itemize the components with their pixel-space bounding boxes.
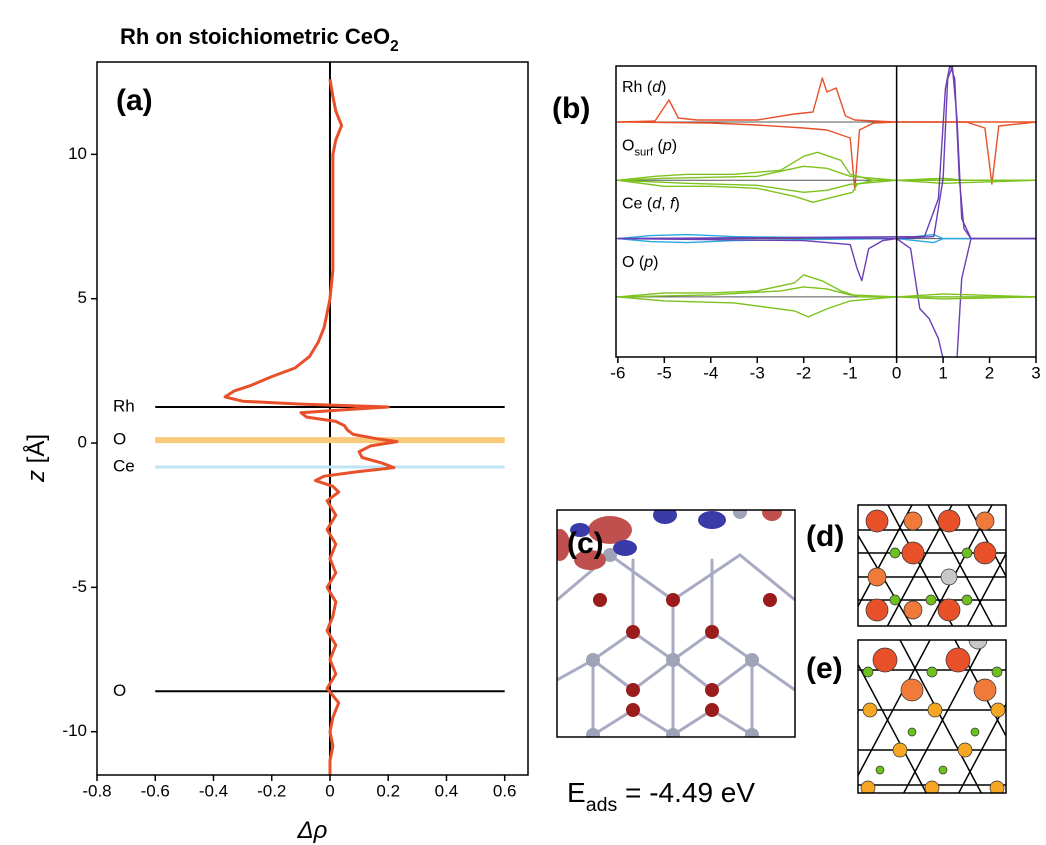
structure-e <box>845 631 1040 800</box>
panel-label: (b) <box>552 92 590 125</box>
row-label-part: p <box>662 138 672 155</box>
x-axis-label: Δρ <box>297 817 328 844</box>
row-label-part: Ce ( <box>622 196 653 213</box>
x-tick-label: -0.4 <box>199 781 228 800</box>
panel-label: (c) <box>567 527 604 560</box>
page: (c) (d) (e) Rh on stoichiometric CeO2(a)… <box>0 0 1046 845</box>
dos-curve <box>618 166 1036 180</box>
chart-title-part: Rh on stoichiometric CeO <box>120 24 390 49</box>
chart-title: Rh on stoichiometric CeO2 <box>120 24 399 55</box>
panel-label: (e) <box>806 652 843 685</box>
x-tick-label: -1 <box>843 363 858 382</box>
adsorption-energy-part: = -4.49 eV <box>617 777 755 808</box>
adsorption-energy: Eads = -4.49 eV <box>567 777 755 816</box>
row-label: Ce (d, f) <box>622 196 680 213</box>
row-label-part: , <box>661 196 670 213</box>
layer-label: O <box>113 430 126 449</box>
dos-area <box>616 65 1036 379</box>
x-axis-label-part: Δρ <box>297 817 328 844</box>
y-tick-label: -5 <box>72 577 87 596</box>
x-tick-label: -0.6 <box>141 781 170 800</box>
chart-title-part: 2 <box>390 38 399 55</box>
row-label-part: Rh ( <box>622 79 653 96</box>
row-label-part: O <box>622 138 634 155</box>
x-tick-label: 1 <box>938 363 947 382</box>
x-tick-label: 0 <box>892 363 901 382</box>
row-label-part: ) <box>674 196 679 213</box>
x-tick-label: 0.2 <box>376 781 400 800</box>
y-axis-label-part: [Å] <box>22 434 50 470</box>
row-label-part: p <box>643 254 653 271</box>
x-tick-label: -5 <box>657 363 672 382</box>
x-tick-label: 0.6 <box>493 781 517 800</box>
layer-label: Ce <box>113 456 135 475</box>
dos-curve <box>618 152 1036 180</box>
adsorption-energy-part: ads <box>586 794 618 816</box>
row-label-part: surf <box>634 146 654 158</box>
y-axis-label: z [Å] <box>22 434 50 483</box>
row-label-part: O ( <box>622 254 645 271</box>
x-tick-label: -2 <box>796 363 811 382</box>
row-label: Rh (d) <box>622 79 666 96</box>
x-tick-label: 0 <box>325 781 334 800</box>
x-tick-label: -4 <box>703 363 718 382</box>
row-label: O (p) <box>622 254 658 271</box>
figure: (c) (d) (e) Rh on stoichiometric CeO2(a)… <box>0 0 1046 845</box>
y-tick-label: 0 <box>78 433 87 452</box>
structure-c <box>550 474 795 742</box>
row-label-part: ) <box>653 254 658 271</box>
dos-curve <box>618 275 1036 297</box>
structure-d <box>840 490 1040 640</box>
dos-curve <box>618 297 1036 317</box>
panel-label: (a) <box>116 84 153 117</box>
x-tick-label: 2 <box>985 363 994 382</box>
row-label: Osurf (p) <box>622 138 677 159</box>
density-curve <box>225 79 397 775</box>
x-tick-label: 3 <box>1031 363 1040 382</box>
x-tick-label: -6 <box>610 363 625 382</box>
row-label-part: ) <box>661 79 666 96</box>
panel-label: (d) <box>806 520 844 553</box>
y-tick-label: -10 <box>62 721 87 740</box>
row-label-part: ) <box>672 138 677 155</box>
layer-label: O <box>113 681 126 700</box>
y-tick-label: 5 <box>78 288 87 307</box>
y-axis-label-part: z <box>23 470 50 483</box>
x-tick-label: -0.8 <box>82 781 111 800</box>
adsorption-energy-part: E <box>567 777 586 808</box>
layer-label: Rh <box>113 396 135 415</box>
x-tick-label: -3 <box>750 363 765 382</box>
y-tick-label: 10 <box>68 144 87 163</box>
x-tick-label: 0.4 <box>435 781 459 800</box>
dos-curve <box>618 78 1036 122</box>
x-tick-label: -0.2 <box>257 781 286 800</box>
